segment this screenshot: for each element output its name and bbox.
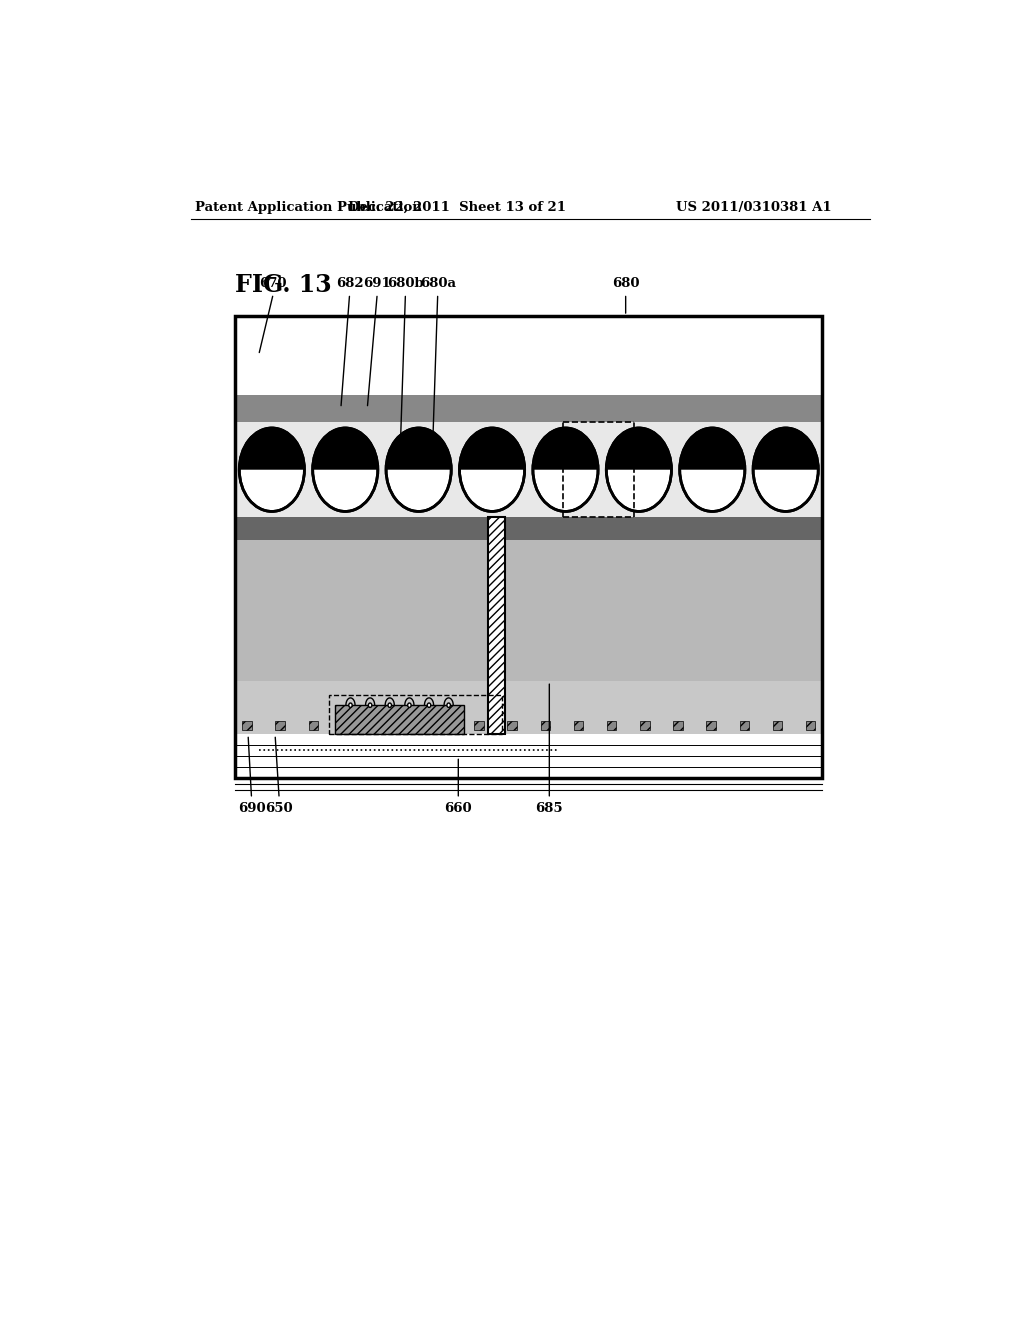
Polygon shape <box>460 428 524 470</box>
Circle shape <box>240 428 304 511</box>
Bar <box>236 734 822 779</box>
Circle shape <box>408 704 411 708</box>
Text: FIG. 13: FIG. 13 <box>236 273 332 297</box>
Bar <box>236 315 822 779</box>
Text: Patent Application Publication: Patent Application Publication <box>196 201 422 214</box>
Text: 670: 670 <box>259 277 287 290</box>
Circle shape <box>349 704 352 708</box>
Polygon shape <box>240 428 304 470</box>
Polygon shape <box>532 428 598 470</box>
Bar <box>640 721 649 730</box>
Text: 680b: 680b <box>387 277 424 290</box>
Text: 685: 685 <box>536 803 563 816</box>
Bar <box>441 721 451 730</box>
Bar <box>474 721 483 730</box>
Bar <box>275 721 285 730</box>
Circle shape <box>532 428 598 511</box>
Text: 680a: 680a <box>420 277 456 290</box>
Circle shape <box>680 428 744 511</box>
Bar <box>329 694 502 734</box>
Polygon shape <box>386 428 452 470</box>
Bar <box>375 721 384 730</box>
Bar <box>707 721 716 730</box>
Polygon shape <box>753 428 818 470</box>
Bar <box>806 721 815 730</box>
Bar <box>236 517 822 540</box>
Circle shape <box>460 428 524 511</box>
Bar <box>236 681 822 734</box>
Text: 691: 691 <box>364 277 391 290</box>
Bar <box>773 721 782 730</box>
Bar <box>236 422 822 517</box>
Circle shape <box>388 704 391 708</box>
Bar <box>335 705 464 734</box>
Polygon shape <box>680 428 744 470</box>
Circle shape <box>427 704 431 708</box>
Bar <box>236 395 822 422</box>
Polygon shape <box>606 428 672 470</box>
Text: 650: 650 <box>265 803 293 816</box>
Bar <box>236 540 822 681</box>
Text: 682: 682 <box>336 277 364 290</box>
Bar <box>408 721 418 730</box>
Text: 680: 680 <box>612 277 639 290</box>
Bar <box>541 721 550 730</box>
Polygon shape <box>312 428 378 470</box>
Text: 690: 690 <box>238 803 265 816</box>
Circle shape <box>369 704 372 708</box>
Bar <box>308 721 317 730</box>
Bar <box>342 721 351 730</box>
Text: Dec. 22, 2011  Sheet 13 of 21: Dec. 22, 2011 Sheet 13 of 21 <box>348 201 566 214</box>
Text: 660: 660 <box>444 803 472 816</box>
Circle shape <box>386 428 452 511</box>
Bar <box>607 721 616 730</box>
Bar <box>739 721 749 730</box>
Bar <box>236 315 822 395</box>
Bar <box>674 721 683 730</box>
Bar <box>573 721 584 730</box>
Bar <box>488 517 505 734</box>
Circle shape <box>606 428 672 511</box>
Circle shape <box>753 428 818 511</box>
Circle shape <box>312 428 378 511</box>
Circle shape <box>446 704 451 708</box>
Bar <box>243 721 252 730</box>
Text: US 2011/0310381 A1: US 2011/0310381 A1 <box>676 201 831 214</box>
Bar <box>508 721 517 730</box>
